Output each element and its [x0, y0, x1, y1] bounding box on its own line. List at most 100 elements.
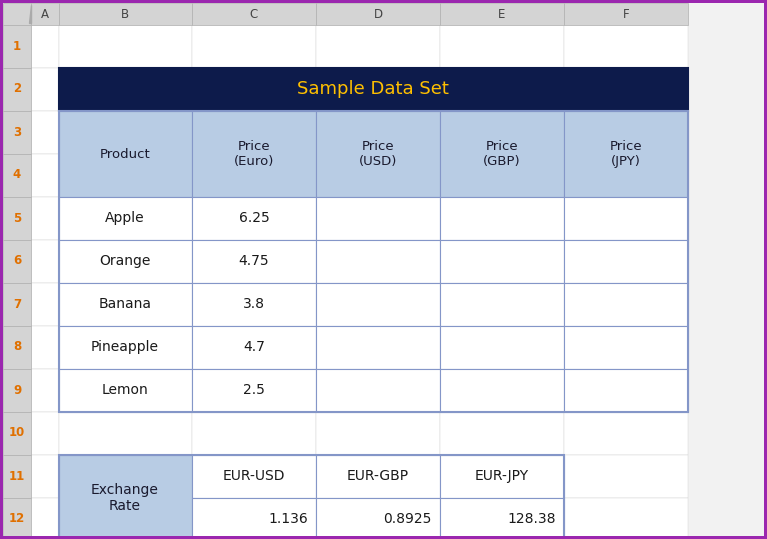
Bar — [564, 68, 688, 111]
Bar — [564, 326, 688, 369]
Bar — [316, 498, 440, 539]
Bar — [440, 369, 564, 412]
Bar — [59, 154, 192, 197]
Text: 3.8: 3.8 — [243, 297, 265, 311]
Bar — [316, 369, 440, 412]
Bar — [192, 369, 316, 412]
Bar — [688, 3, 764, 536]
Text: 4.75: 4.75 — [239, 254, 269, 268]
Bar — [31, 498, 59, 539]
Bar — [0, 536, 767, 539]
Bar — [440, 498, 564, 539]
Text: 128.38: 128.38 — [508, 512, 556, 526]
Bar — [316, 326, 440, 369]
Bar — [440, 326, 564, 369]
Bar — [192, 197, 316, 240]
Bar — [440, 154, 564, 197]
Bar — [59, 197, 192, 240]
Text: Pineapple: Pineapple — [91, 340, 159, 354]
Bar — [564, 455, 688, 498]
Bar — [316, 455, 440, 498]
Bar — [316, 3, 440, 25]
Bar — [440, 111, 564, 154]
Bar — [3, 455, 31, 498]
Bar — [192, 412, 316, 455]
Bar — [440, 326, 564, 369]
Text: D: D — [374, 8, 383, 20]
Bar — [192, 240, 316, 283]
Bar — [31, 197, 59, 240]
Bar — [31, 240, 59, 283]
Bar — [440, 412, 564, 455]
Bar — [764, 0, 767, 539]
Text: 1.136: 1.136 — [268, 512, 308, 526]
Bar — [316, 326, 440, 369]
Bar — [564, 369, 688, 412]
Bar — [192, 283, 316, 326]
Bar — [192, 498, 316, 539]
Bar — [192, 326, 316, 369]
Bar — [59, 369, 192, 412]
Text: C: C — [250, 8, 258, 20]
Bar — [316, 197, 440, 240]
Bar — [192, 111, 316, 197]
Bar — [59, 326, 192, 369]
Text: Lemon: Lemon — [101, 383, 148, 397]
Text: Apple: Apple — [105, 211, 145, 225]
Bar — [564, 240, 688, 283]
Bar — [31, 412, 59, 455]
Bar — [564, 369, 688, 412]
Text: 4.7: 4.7 — [243, 340, 265, 354]
Text: 4: 4 — [13, 169, 21, 182]
Bar — [564, 197, 688, 240]
Bar — [59, 111, 688, 412]
Bar — [3, 369, 31, 412]
Bar — [440, 197, 564, 240]
Bar — [440, 369, 564, 412]
Bar — [59, 369, 192, 412]
Bar — [59, 68, 192, 111]
Bar — [564, 111, 688, 197]
Bar — [59, 111, 192, 154]
Text: EUR-JPY: EUR-JPY — [475, 469, 529, 483]
Bar — [192, 498, 316, 539]
Bar — [3, 25, 31, 68]
Bar — [192, 326, 316, 369]
Bar — [59, 197, 192, 240]
Bar — [0, 0, 3, 539]
Bar — [59, 111, 192, 197]
Bar — [0, 0, 767, 3]
Bar — [3, 197, 31, 240]
Bar — [440, 455, 564, 498]
Bar — [31, 154, 59, 197]
Bar — [564, 412, 688, 455]
Bar — [192, 455, 316, 498]
Bar — [59, 240, 192, 283]
Text: 2: 2 — [13, 82, 21, 95]
Bar — [31, 25, 59, 68]
Text: 10: 10 — [9, 426, 25, 439]
Bar — [192, 197, 316, 240]
Bar — [316, 68, 440, 111]
Text: Price
(JPY): Price (JPY) — [610, 140, 642, 168]
Bar — [59, 326, 192, 369]
Bar — [316, 283, 440, 326]
Text: 6: 6 — [13, 254, 21, 267]
Bar — [316, 25, 440, 68]
Bar — [440, 111, 564, 197]
Bar — [59, 455, 192, 498]
Bar — [440, 240, 564, 283]
Bar — [0, 0, 3, 539]
Bar — [192, 3, 316, 25]
Text: Orange: Orange — [99, 254, 150, 268]
Text: E: E — [499, 8, 505, 20]
Text: EUR-GBP: EUR-GBP — [347, 469, 409, 483]
Bar — [316, 240, 440, 283]
Bar — [59, 68, 688, 111]
Bar — [440, 68, 564, 111]
Text: 1: 1 — [13, 39, 21, 52]
Bar — [3, 3, 31, 25]
Bar — [316, 154, 440, 197]
Text: A: A — [41, 8, 49, 20]
Bar — [564, 326, 688, 369]
